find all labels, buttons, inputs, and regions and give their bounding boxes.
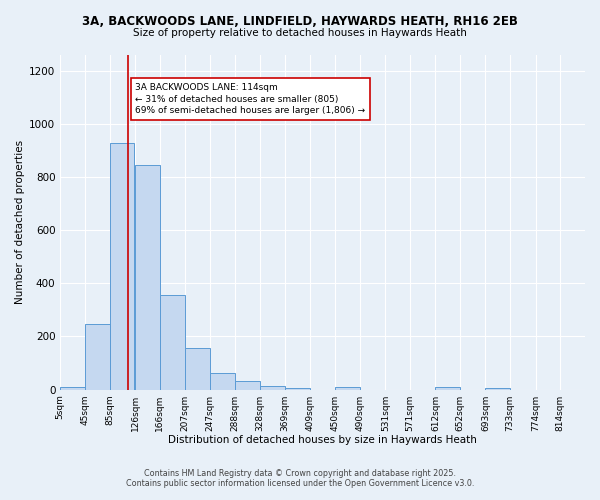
Bar (135, 165, 160, 390)
Text: 3A BACKWOODS LANE: 114sqm
← 31% of detached houses are smaller (805)
69% of semi: 3A BACKWOODS LANE: 114sqm ← 31% of detac… (135, 83, 365, 116)
Text: Contains public sector information licensed under the Open Government Licence v3: Contains public sector information licen… (126, 478, 474, 488)
Y-axis label: Number of detached properties: Number of detached properties (15, 140, 25, 304)
Bar (210, 373, 235, 390)
Bar (285, 388, 310, 390)
Bar (160, 294, 185, 390)
Bar (335, 387, 360, 390)
Bar (110, 142, 134, 390)
Text: 3A, BACKWOODS LANE, LINDFIELD, HAYWARDS HEATH, RH16 2EB: 3A, BACKWOODS LANE, LINDFIELD, HAYWARDS … (82, 15, 518, 28)
Bar (85, 324, 110, 390)
Text: Contains HM Land Registry data © Crown copyright and database right 2025.: Contains HM Land Registry data © Crown c… (144, 468, 456, 477)
Text: Size of property relative to detached houses in Haywards Heath: Size of property relative to detached ho… (133, 28, 467, 38)
Bar (436, 388, 460, 390)
Bar (60, 388, 85, 390)
Bar (185, 348, 210, 390)
Bar (235, 381, 260, 390)
Bar (260, 386, 284, 390)
X-axis label: Distribution of detached houses by size in Haywards Heath: Distribution of detached houses by size … (168, 435, 477, 445)
Bar (485, 388, 510, 390)
